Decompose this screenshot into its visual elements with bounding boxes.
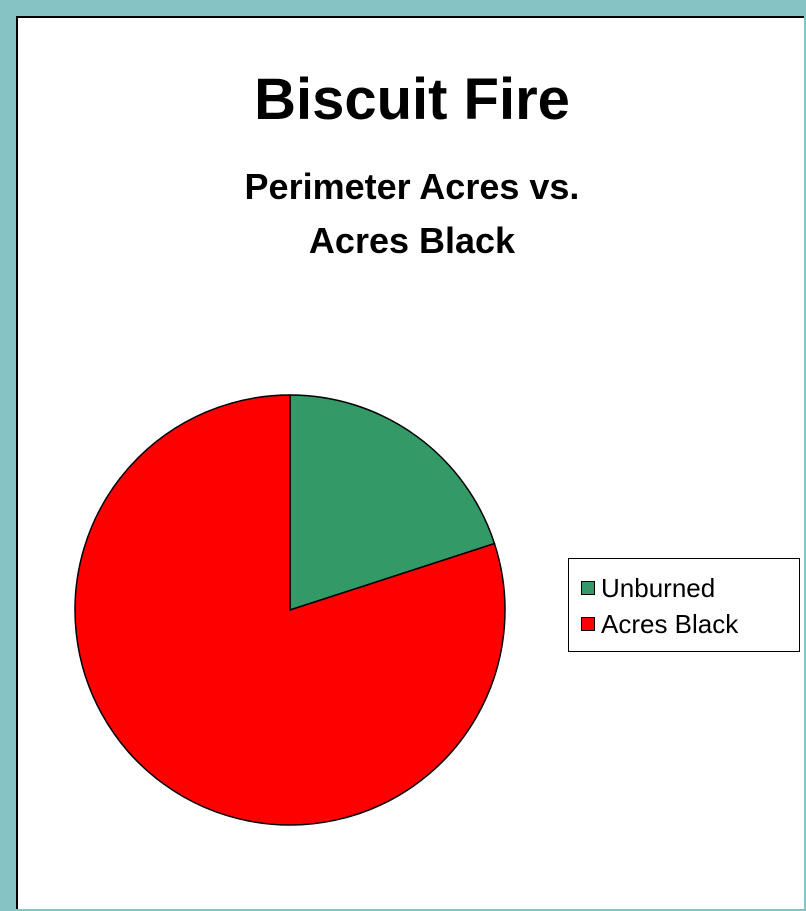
chart-title: Biscuit Fire: [254, 67, 570, 132]
pie-slice-unburned: [289, 394, 496, 612]
legend-swatch-unburned: [581, 581, 595, 595]
legend-label-unburned: Unburned: [601, 572, 716, 603]
legend-swatch-acres-black: [581, 617, 595, 631]
pie-chart: [74, 394, 506, 826]
legend-label-acres-black: Acres Black: [601, 608, 739, 639]
pie-slice-acres-black: [74, 394, 506, 826]
legend-item-unburned: Unburned: [581, 573, 715, 603]
subtitle-line-2: Acres Black: [308, 220, 516, 261]
chart-subtitle: Perimeter Acres vs. Acres Black: [18, 160, 806, 268]
chart-frame: Biscuit Fire Perimeter Acres vs. Acres B…: [16, 16, 804, 909]
legend: Unburned Acres Black: [568, 558, 800, 652]
subtitle-line-1: Perimeter Acres vs.: [244, 166, 580, 207]
legend-item-acres-black: Acres Black: [581, 609, 738, 639]
